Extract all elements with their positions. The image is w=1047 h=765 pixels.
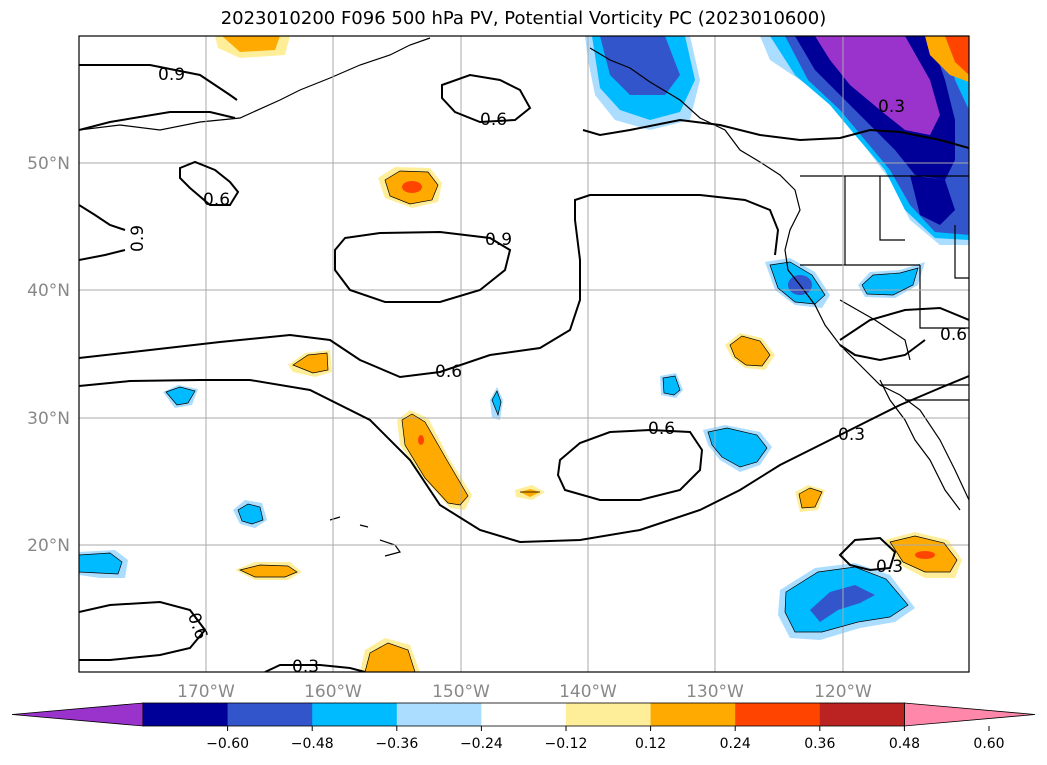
colorbar-swatch	[566, 703, 652, 726]
colorbar: −0.60 −0.48 −0.36 −0.24 −0.12 0.12 0.24 0.36 0.4…	[11, 702, 1036, 752]
colorbar-tick-label: −0.48	[291, 736, 334, 752]
map-title: 2023010200 F096 500 hPa PV, Potential Vo…	[220, 8, 827, 29]
contour-label: 0.6	[480, 110, 507, 130]
contour-label: 0.9	[158, 65, 185, 85]
colorbar-swatch	[650, 703, 736, 726]
colorbar-swatch	[227, 703, 313, 726]
contour-label: 0.3	[876, 557, 903, 577]
contour-label: 0.6	[940, 325, 967, 345]
colorbar-swatch	[819, 703, 905, 726]
lon-label: 160°W	[304, 682, 362, 702]
colorbar-extend-high	[904, 702, 1036, 727]
colorbar-swatch	[396, 703, 482, 726]
lon-label: 130°W	[686, 682, 744, 702]
colorbar-tick-label: 0.60	[973, 736, 1004, 752]
anomaly-outlines	[79, 170, 958, 672]
colorbar-tick-label: 0.12	[635, 736, 666, 752]
colorbar-swatch	[735, 703, 821, 726]
colorbar-extend-low	[11, 702, 144, 727]
contour-label: 0.3	[878, 97, 905, 117]
lat-labels: 50°N 40°N 30°N 20°N	[27, 154, 70, 556]
lon-label: 120°W	[814, 682, 872, 702]
lon-label: 150°W	[432, 682, 490, 702]
contour-label: 0.6	[203, 190, 230, 210]
lat-label: 50°N	[27, 154, 70, 174]
lon-labels: 170°W 160°W 150°W 140°W 130°W 120°W	[177, 682, 872, 702]
contour-label: 0.6	[435, 362, 462, 382]
colorbar-tick-label: 0.48	[889, 736, 920, 752]
contour-label: 0.3	[838, 425, 865, 445]
colorbar-tick-label: 0.36	[804, 736, 835, 752]
lat-label: 40°N	[27, 281, 70, 301]
lon-label: 140°W	[559, 682, 617, 702]
lat-label: 20°N	[27, 536, 70, 556]
colorbar-tick-label: −0.24	[460, 736, 503, 752]
colorbar-tick-label: −0.12	[545, 736, 588, 752]
plot-area	[79, 36, 969, 672]
contour-label: 0.9	[128, 225, 148, 252]
contour-label: 0.6	[648, 419, 675, 439]
colorbar-tick-label: 0.24	[720, 736, 751, 752]
colorbar-tick-label: −0.36	[375, 736, 418, 752]
lat-label: 30°N	[27, 409, 70, 429]
contour-label: 0.9	[485, 230, 512, 250]
lon-label: 170°W	[177, 682, 235, 702]
colorbar-tick-label: −0.60	[206, 736, 249, 752]
contour-label: 0.3	[292, 657, 319, 677]
colorbar-swatch	[312, 703, 398, 726]
colorbar-outline	[142, 702, 905, 727]
colorbar-swatch	[143, 703, 229, 726]
pv-contours	[79, 64, 969, 672]
gridlines	[79, 36, 969, 672]
plot-frame	[78, 35, 970, 673]
coastlines	[79, 37, 969, 557]
colorbar-swatch	[481, 703, 567, 726]
